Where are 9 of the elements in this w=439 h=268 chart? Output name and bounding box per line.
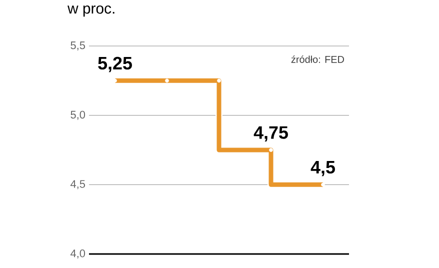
y-tick-label: 5,5 (70, 42, 86, 50)
chart-title: w proc. (68, 6, 114, 17)
data-label: 4,5 (310, 161, 335, 176)
y-tick-label: 4,0 (70, 249, 86, 259)
data-label: 4,75 (254, 126, 288, 142)
y-tick-label: 5,0 (70, 110, 86, 120)
data-label: 5,25 (98, 56, 132, 72)
y-tick-label: 4,5 (70, 180, 86, 190)
annotation: źródło: FED (291, 56, 344, 63)
